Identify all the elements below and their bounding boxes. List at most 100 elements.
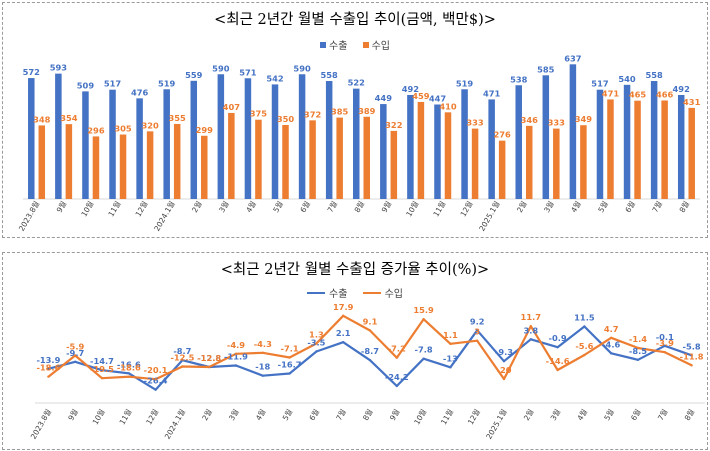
import-bar bbox=[309, 120, 316, 199]
export-import-growth-chart-panel: <최근 2년간 월별 수출입 증가율 추이(%)> 수출 수입 -13.9 -9.… bbox=[2, 252, 708, 450]
export-bar bbox=[298, 74, 306, 199]
x-tick-label: 12월 bbox=[133, 199, 150, 218]
export-bar bbox=[163, 89, 170, 199]
import-point bbox=[502, 377, 506, 381]
chart-title: <최근 2년간 월별 수출입 추이(금액, 백만$)> bbox=[214, 12, 496, 28]
export-point bbox=[100, 368, 104, 372]
x-tick-label: 12월 bbox=[143, 407, 160, 426]
export-data-label: 572 bbox=[23, 67, 41, 77]
export-data-label: 3.8 bbox=[523, 325, 538, 335]
export-data-label: -7.8 bbox=[415, 345, 433, 355]
export-bar bbox=[109, 89, 116, 199]
import-data-label: 322 bbox=[385, 120, 403, 130]
export-data-label: 558 bbox=[321, 70, 339, 80]
x-tick-label: 10월 bbox=[404, 199, 421, 218]
import-data-label: 471 bbox=[602, 88, 620, 98]
import-data-label: 305 bbox=[114, 124, 132, 134]
export-data-label: 571 bbox=[239, 67, 257, 77]
x-tick-label: 2024.1월 bbox=[151, 199, 176, 233]
import-point bbox=[610, 336, 613, 340]
x-tick-label: 10월 bbox=[79, 199, 96, 218]
x-tick-label: 11월 bbox=[117, 407, 134, 426]
import-data-label: -12.8 bbox=[197, 353, 221, 363]
export-data-label: -11.9 bbox=[224, 352, 248, 362]
export-data-label: 637 bbox=[564, 53, 582, 63]
import-bar bbox=[471, 128, 479, 199]
export-data-label: 585 bbox=[537, 64, 555, 74]
export-data-label: 492 bbox=[402, 84, 420, 94]
import-point bbox=[422, 317, 425, 321]
export-point bbox=[342, 340, 345, 344]
x-tick-label: 4월 bbox=[253, 407, 268, 422]
x-tick-label: 5월 bbox=[595, 199, 610, 214]
import-data-label: 431 bbox=[683, 97, 701, 107]
export-data-label: 517 bbox=[104, 79, 122, 89]
chart-title: <최근 2년간 월별 수출입 증가율 추이(%)> bbox=[220, 262, 490, 278]
x-tick-label: 12월 bbox=[458, 199, 475, 218]
import-data-label: 1.1 bbox=[443, 330, 458, 340]
import-data-label: 320 bbox=[141, 120, 159, 130]
import-data-label: -12.5 bbox=[170, 353, 194, 363]
import-data-label: 276 bbox=[493, 130, 511, 140]
import-point bbox=[529, 324, 532, 328]
export-bar bbox=[271, 84, 279, 199]
export-bar bbox=[325, 81, 333, 199]
import-bar bbox=[363, 116, 370, 199]
x-tick-label: 10월 bbox=[90, 407, 107, 426]
legend-swatch-import bbox=[362, 42, 369, 48]
import-bar bbox=[553, 128, 560, 199]
import-data-label: 350 bbox=[277, 114, 295, 124]
import-data-label: -11.8 bbox=[680, 351, 704, 361]
export-point bbox=[315, 350, 318, 353]
import-data-label: 296 bbox=[87, 125, 105, 135]
x-tick-label: 6월 bbox=[623, 199, 638, 214]
export-data-label: 509 bbox=[77, 80, 95, 90]
import-data-label: 465 bbox=[629, 90, 647, 100]
import-point bbox=[663, 350, 666, 354]
export-point bbox=[288, 372, 291, 375]
export-bar bbox=[244, 78, 252, 199]
import-data-label: -7.2 bbox=[388, 344, 406, 354]
import-data-label: 349 bbox=[575, 114, 593, 124]
export-point bbox=[181, 358, 184, 362]
import-point bbox=[583, 353, 586, 357]
export-bar bbox=[542, 75, 550, 199]
legend-item-import: 수입 bbox=[362, 37, 390, 52]
export-bar bbox=[623, 84, 631, 199]
import-bar bbox=[146, 131, 154, 199]
import-data-label: 333 bbox=[466, 118, 484, 128]
import-bar bbox=[498, 140, 506, 199]
import-point bbox=[556, 368, 559, 372]
import-point bbox=[181, 365, 184, 368]
import-data-label: -7.1 bbox=[281, 344, 299, 354]
x-tick-label: 2월 bbox=[521, 407, 536, 422]
x-tick-label: 6월 bbox=[307, 407, 322, 422]
export-bar bbox=[55, 73, 62, 199]
import-data-label: -3.9 bbox=[656, 338, 674, 348]
x-tick-label: 4월 bbox=[575, 407, 590, 422]
import-bar bbox=[661, 100, 668, 199]
import-point bbox=[234, 352, 238, 356]
x-tick-label: 2월 bbox=[514, 199, 529, 214]
import-bar bbox=[38, 125, 46, 199]
export-point bbox=[610, 352, 613, 355]
export-data-label: -8.7 bbox=[361, 346, 379, 356]
x-tick-label: 7월 bbox=[325, 199, 340, 214]
export-data-label: 538 bbox=[510, 74, 528, 84]
export-bar bbox=[515, 85, 522, 199]
import-data-label: -4.9 bbox=[227, 340, 245, 350]
export-data-label: 11.5 bbox=[574, 313, 595, 323]
x-tick-label: 5월 bbox=[601, 407, 616, 422]
import-point bbox=[476, 339, 479, 342]
x-tick-label: 10월 bbox=[411, 407, 428, 426]
export-data-label: -0.9 bbox=[549, 333, 567, 343]
x-tick-label: 2월 bbox=[189, 199, 204, 214]
x-tick-label: 7월 bbox=[655, 407, 670, 422]
export-bar bbox=[461, 89, 468, 199]
import-data-label: 346 bbox=[521, 115, 539, 125]
legend-label: 수출 bbox=[329, 289, 348, 300]
import-point bbox=[100, 376, 104, 380]
x-tick-label: 5월 bbox=[280, 407, 295, 422]
legend-swatch-export bbox=[307, 292, 325, 294]
export-bar bbox=[569, 64, 577, 199]
